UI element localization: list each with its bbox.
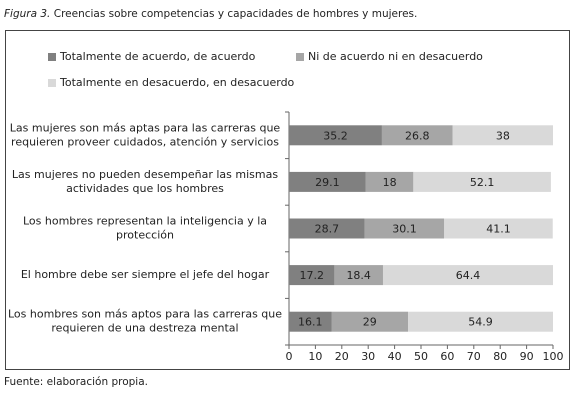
legend-swatch xyxy=(48,79,56,87)
category-label: requieren proveer cuidados, atención y s… xyxy=(11,135,279,148)
legend-label: Totalmente de acuerdo, de acuerdo xyxy=(59,50,256,63)
legend-swatch xyxy=(48,53,56,61)
legend-label: Totalmente en desacuerdo, en desacuerdo xyxy=(59,76,295,89)
value-label: 18 xyxy=(383,176,397,189)
value-label: 28.7 xyxy=(315,223,340,236)
value-label: 54.9 xyxy=(468,316,493,329)
x-tick-label: 100 xyxy=(543,350,564,363)
category-label: actividades que los hombres xyxy=(66,182,224,195)
category-label: requieren de una destreza mental xyxy=(51,322,238,335)
x-tick-label: 0 xyxy=(286,350,293,363)
value-label: 29 xyxy=(363,316,377,329)
bar-segment xyxy=(289,218,365,239)
bar-segment xyxy=(452,125,553,146)
legend-swatch xyxy=(296,53,304,61)
bar-segment xyxy=(289,125,382,146)
bar-segment xyxy=(413,171,551,192)
legend-label: Ni de acuerdo ni en desacuerdo xyxy=(308,50,483,63)
value-label: 38 xyxy=(496,129,510,142)
bar-segment xyxy=(289,171,366,192)
category-label: Los hombres representan la inteligencia … xyxy=(23,215,267,228)
category-label: Las mujeres no pueden desempeñar las mis… xyxy=(12,168,278,181)
category-label: Los hombres son más aptos para las carre… xyxy=(8,308,282,321)
bar-segment xyxy=(408,311,553,332)
value-label: 16.1 xyxy=(298,316,323,329)
x-tick-label: 20 xyxy=(335,350,349,363)
bar-segment xyxy=(381,125,453,146)
x-tick-label: 40 xyxy=(388,350,402,363)
category-label: Las mujeres son más aptas para las carre… xyxy=(10,121,281,134)
source-note: Fuente: elaboración propia. xyxy=(4,376,148,388)
x-tick-label: 60 xyxy=(440,350,454,363)
value-label: 35.2 xyxy=(323,129,348,142)
x-tick-label: 30 xyxy=(361,350,375,363)
bar-segment xyxy=(382,265,553,286)
value-label: 41.1 xyxy=(486,223,511,236)
category-label: protección xyxy=(116,229,174,242)
value-label: 18.4 xyxy=(346,269,371,282)
category-label: El hombre debe ser siempre el jefe del h… xyxy=(21,268,270,281)
value-label: 17.2 xyxy=(299,269,324,282)
x-tick-label: 10 xyxy=(308,350,322,363)
value-label: 26.8 xyxy=(405,129,430,142)
bar-segment xyxy=(289,311,332,332)
x-tick-label: 70 xyxy=(467,350,481,363)
x-tick-label: 50 xyxy=(414,350,428,363)
value-label: 30.1 xyxy=(392,223,417,236)
figure-caption: Figura 3. Creencias sobre competencias y… xyxy=(4,8,417,20)
x-tick-label: 90 xyxy=(520,350,534,363)
chart-frame xyxy=(5,30,570,370)
x-tick-label: 80 xyxy=(493,350,507,363)
bar-segment xyxy=(289,265,335,286)
value-label: 64.4 xyxy=(456,269,481,282)
bar-segment xyxy=(364,218,445,239)
bar-segment xyxy=(334,265,383,286)
chart-title: Creencias sobre competencias y capacidad… xyxy=(54,8,418,20)
figure-label: Figura 3. xyxy=(4,8,50,20)
value-label: 52.1 xyxy=(470,176,495,189)
bar-segment xyxy=(365,171,414,192)
bar-segment xyxy=(444,218,553,239)
value-label: 29.1 xyxy=(315,176,340,189)
bar-segment xyxy=(331,311,409,332)
